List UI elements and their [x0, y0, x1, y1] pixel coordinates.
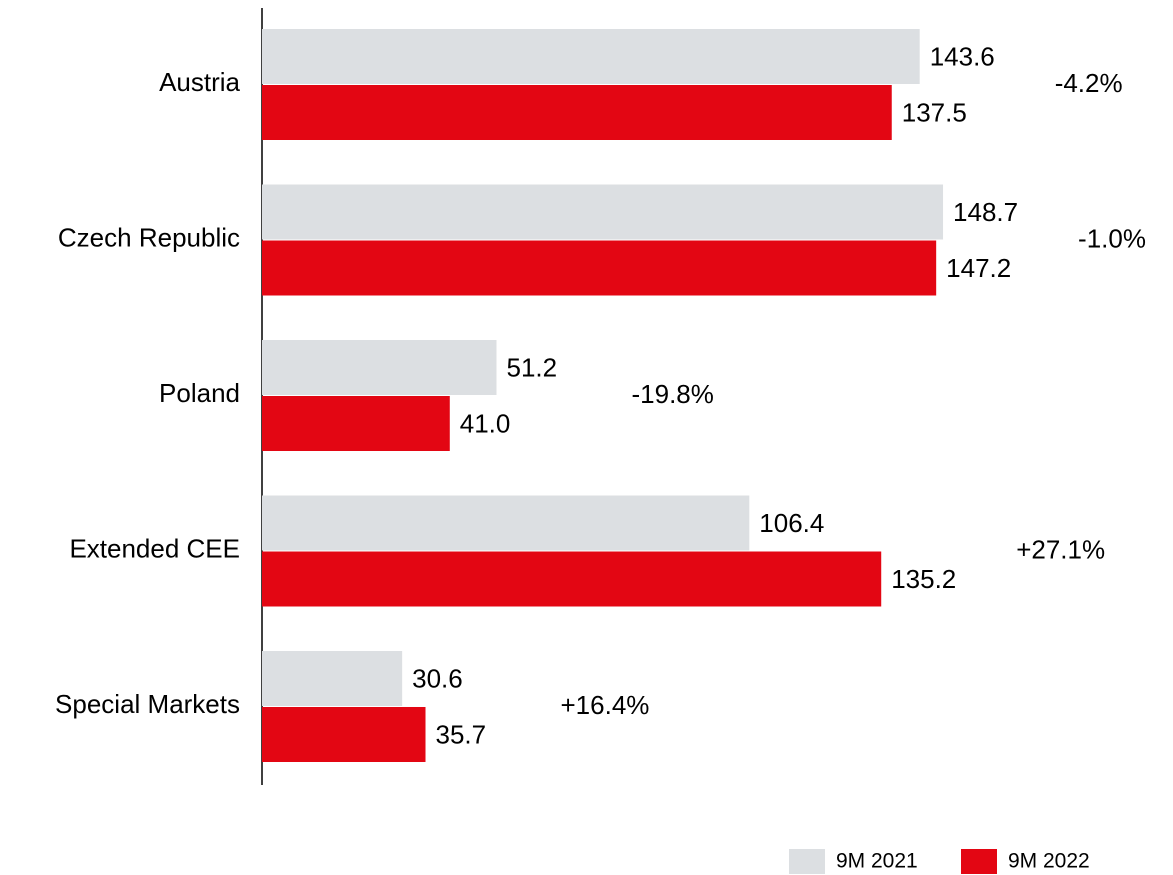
bar: [262, 29, 920, 84]
value-label: 106.4: [759, 508, 824, 538]
value-label: 35.7: [436, 719, 487, 749]
value-label: 137.5: [902, 97, 967, 127]
category-label: Extended CEE: [69, 533, 240, 563]
value-label: 51.2: [506, 352, 557, 382]
bar: [262, 184, 944, 240]
bar: [262, 340, 497, 395]
bar: [262, 85, 892, 140]
value-label: 41.0: [460, 408, 511, 438]
bar: [262, 396, 450, 451]
change-label: -1.0%: [1078, 223, 1146, 253]
bar: [262, 551, 882, 607]
legend-label: 9M 2021: [836, 850, 918, 873]
value-label: 143.6: [930, 41, 995, 71]
category-label: Special Markets: [55, 689, 240, 719]
value-label: 147.2: [946, 253, 1011, 283]
value-label: 148.7: [953, 197, 1018, 227]
change-label: -19.8%: [631, 379, 713, 409]
value-label: 30.6: [412, 663, 463, 693]
legend-swatch: [961, 849, 997, 874]
legend-label: 9M 2022: [1008, 850, 1090, 873]
bar: [262, 651, 403, 706]
bar: [262, 707, 426, 762]
category-label: Poland: [159, 378, 240, 408]
legend-swatch: [789, 849, 825, 874]
bar: [262, 495, 750, 551]
value-label: 135.2: [891, 564, 956, 594]
bar: [262, 240, 937, 296]
change-label: +16.4%: [561, 690, 650, 720]
change-label: -4.2%: [1055, 68, 1123, 98]
category-label: Czech Republic: [58, 222, 240, 252]
category-label: Austria: [159, 67, 240, 97]
change-label: +27.1%: [1016, 534, 1105, 564]
